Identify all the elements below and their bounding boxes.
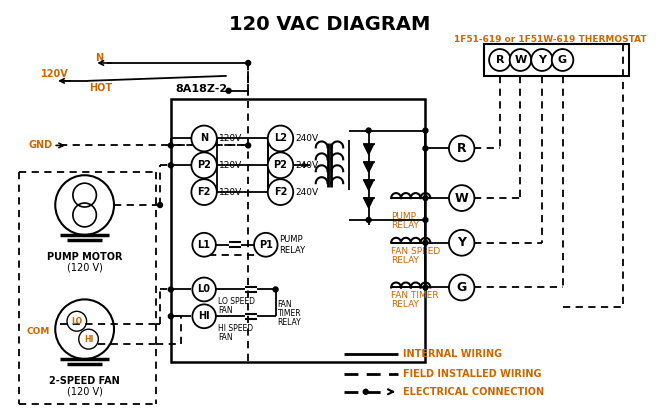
Text: 120V: 120V — [219, 161, 242, 170]
Text: 8A18Z-2: 8A18Z-2 — [176, 84, 228, 94]
Text: PUMP: PUMP — [279, 235, 303, 244]
Text: HI: HI — [198, 311, 210, 321]
Circle shape — [423, 285, 428, 290]
Circle shape — [366, 128, 371, 133]
Text: PUMP: PUMP — [391, 212, 416, 221]
Text: N: N — [95, 53, 103, 63]
Circle shape — [168, 287, 174, 292]
Polygon shape — [364, 198, 374, 208]
Text: INTERNAL WIRING: INTERNAL WIRING — [403, 349, 502, 359]
Circle shape — [449, 185, 474, 211]
Text: TIMER: TIMER — [277, 309, 302, 318]
Circle shape — [423, 240, 428, 245]
Circle shape — [449, 230, 474, 256]
Text: 120V: 120V — [219, 188, 242, 197]
Text: LO: LO — [71, 317, 82, 326]
Text: FIELD INSTALLED WIRING: FIELD INSTALLED WIRING — [403, 369, 541, 379]
Text: R: R — [496, 55, 504, 65]
Circle shape — [192, 179, 217, 205]
Text: RELAY: RELAY — [277, 318, 302, 327]
Text: ELECTRICAL CONNECTION: ELECTRICAL CONNECTION — [403, 387, 544, 397]
Circle shape — [254, 233, 277, 257]
Circle shape — [192, 277, 216, 301]
Text: G: G — [456, 281, 467, 294]
Text: RELAY: RELAY — [391, 300, 419, 309]
Text: 120V: 120V — [41, 69, 68, 79]
Text: HI: HI — [84, 335, 93, 344]
Bar — [171, 99, 425, 362]
Circle shape — [366, 217, 371, 222]
Circle shape — [168, 143, 174, 148]
Text: P2: P2 — [273, 160, 287, 170]
Circle shape — [192, 126, 217, 151]
Bar — [484, 44, 629, 76]
Text: F2: F2 — [198, 187, 211, 197]
Circle shape — [246, 143, 251, 148]
Text: RELAY: RELAY — [391, 256, 419, 265]
Circle shape — [489, 49, 511, 71]
Circle shape — [192, 304, 216, 328]
Circle shape — [226, 88, 231, 93]
Circle shape — [192, 233, 216, 257]
Text: G: G — [558, 55, 567, 65]
Circle shape — [423, 146, 428, 151]
Text: FAN: FAN — [218, 306, 232, 315]
Text: RELAY: RELAY — [279, 246, 306, 255]
Polygon shape — [364, 162, 374, 172]
Text: L1: L1 — [198, 240, 210, 250]
Text: 240V: 240V — [295, 161, 318, 170]
Text: FAN: FAN — [277, 300, 292, 309]
Text: RELAY: RELAY — [391, 221, 419, 230]
Text: FAN TIMER: FAN TIMER — [391, 292, 439, 300]
Text: (120 V): (120 V) — [67, 387, 103, 397]
Circle shape — [449, 274, 474, 300]
Text: 120V: 120V — [219, 134, 242, 143]
Text: 2-SPEED FAN: 2-SPEED FAN — [50, 376, 120, 386]
Text: 120 VAC DIAGRAM: 120 VAC DIAGRAM — [228, 16, 430, 34]
Text: 240V: 240V — [295, 188, 318, 197]
Text: FAN SPEED: FAN SPEED — [391, 247, 440, 256]
Text: 1F51-619 or 1F51W-619 THERMOSTAT: 1F51-619 or 1F51W-619 THERMOSTAT — [454, 35, 646, 44]
Text: Y: Y — [538, 55, 546, 65]
Circle shape — [423, 128, 428, 133]
Text: N: N — [200, 134, 208, 143]
Polygon shape — [364, 145, 374, 154]
Circle shape — [157, 202, 163, 207]
Text: L2: L2 — [274, 134, 287, 143]
Circle shape — [273, 287, 278, 292]
Polygon shape — [364, 180, 374, 190]
Text: GND: GND — [29, 140, 53, 150]
Text: W: W — [455, 191, 468, 204]
Circle shape — [268, 179, 293, 205]
Text: 240V: 240V — [295, 134, 318, 143]
Text: P1: P1 — [259, 240, 273, 250]
Circle shape — [363, 389, 368, 394]
Circle shape — [531, 49, 553, 71]
Text: LO SPEED: LO SPEED — [218, 297, 255, 306]
Text: HOT: HOT — [90, 83, 113, 93]
Circle shape — [268, 153, 293, 178]
Circle shape — [192, 153, 217, 178]
Circle shape — [168, 314, 174, 319]
Circle shape — [268, 126, 293, 151]
Circle shape — [246, 60, 251, 65]
Text: PUMP MOTOR: PUMP MOTOR — [47, 252, 123, 262]
Circle shape — [510, 49, 531, 71]
Text: F2: F2 — [274, 187, 287, 197]
Text: L0: L0 — [198, 285, 210, 295]
Text: P2: P2 — [197, 160, 211, 170]
Text: COM: COM — [27, 327, 50, 336]
Circle shape — [423, 217, 428, 222]
Circle shape — [552, 49, 574, 71]
Text: W: W — [515, 55, 527, 65]
Circle shape — [168, 163, 174, 168]
Circle shape — [449, 135, 474, 161]
Text: R: R — [457, 142, 466, 155]
Text: FAN: FAN — [218, 333, 232, 341]
Text: (120 V): (120 V) — [67, 263, 103, 273]
Text: HI SPEED: HI SPEED — [218, 324, 253, 333]
Text: Y: Y — [457, 236, 466, 249]
Circle shape — [423, 196, 428, 201]
